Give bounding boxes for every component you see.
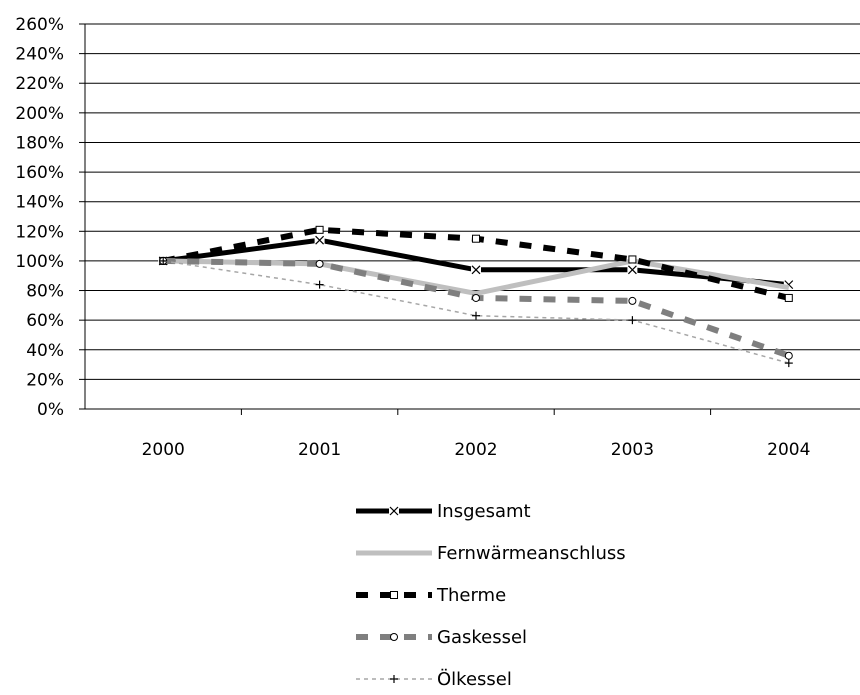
y-tick-label: 160% <box>15 163 64 183</box>
y-tick-label: 260% <box>15 15 64 35</box>
data-point <box>159 256 168 265</box>
data-point <box>784 351 793 360</box>
y-tick-label: 220% <box>15 74 64 94</box>
data-point <box>315 225 324 234</box>
data-point <box>628 296 637 305</box>
legend-marker <box>389 506 399 516</box>
data-point <box>315 280 324 289</box>
x-axis: 2000 2001 2002 2003 2004 <box>85 408 860 460</box>
y-tick-label: 60% <box>26 311 64 331</box>
x-tick-label: 2001 <box>298 440 341 460</box>
data-point <box>784 359 793 368</box>
data-point <box>315 259 324 268</box>
series-lines <box>158 225 794 368</box>
data-point <box>314 235 325 246</box>
legend-item: Insgesamt <box>356 501 531 522</box>
data-point <box>784 293 793 302</box>
data-point <box>628 255 637 264</box>
y-tick-label: 240% <box>15 45 64 65</box>
y-tick-label: 80% <box>26 282 64 302</box>
x-tick-label: 2003 <box>611 440 654 460</box>
y-tick-label: 100% <box>15 252 64 272</box>
series-4 <box>159 256 793 368</box>
data-point <box>471 264 481 275</box>
y-tick-label: 120% <box>15 222 64 242</box>
gridlines <box>85 23 860 410</box>
y-tick-label: 20% <box>26 370 64 390</box>
x-tick-label: 2000 <box>142 440 185 460</box>
legend-label: Fernwärmeanschluss <box>437 543 626 564</box>
legend-marker <box>390 675 398 683</box>
series-line <box>163 260 789 364</box>
legend-item: Gaskessel <box>356 627 527 648</box>
y-tick-label: 140% <box>15 193 64 213</box>
x-tick-label: 2004 <box>767 440 810 460</box>
y-tick-label: 180% <box>15 133 64 153</box>
legend-label: Therme <box>436 585 506 606</box>
legend-item: Fernwärmeanschluss <box>356 543 626 564</box>
data-point <box>472 311 480 320</box>
data-point <box>628 316 637 325</box>
legend-marker <box>390 591 398 599</box>
data-point <box>472 234 480 243</box>
y-tick-label: 0% <box>37 400 64 420</box>
y-axis: 0% 20% 40% 60% 80% 100% 120% 140% 160% 180% 200% 22… <box>15 15 86 420</box>
y-tick-label: 40% <box>26 341 64 361</box>
y-tick-label: 200% <box>15 104 64 124</box>
data-point <box>627 264 638 275</box>
data-point <box>472 293 480 302</box>
legend-item: Ölkessel <box>356 668 512 690</box>
legend-item: Therme <box>356 585 506 606</box>
legend-label: Insgesamt <box>437 501 531 522</box>
x-tick-label: 2002 <box>454 440 497 460</box>
legend-marker <box>390 633 398 641</box>
legend-label: Gaskessel <box>437 627 527 648</box>
legend-label: Ölkessel <box>437 668 512 690</box>
legend: Insgesamt Fernwärmeanschluss Therme Gaskess… <box>356 501 626 690</box>
